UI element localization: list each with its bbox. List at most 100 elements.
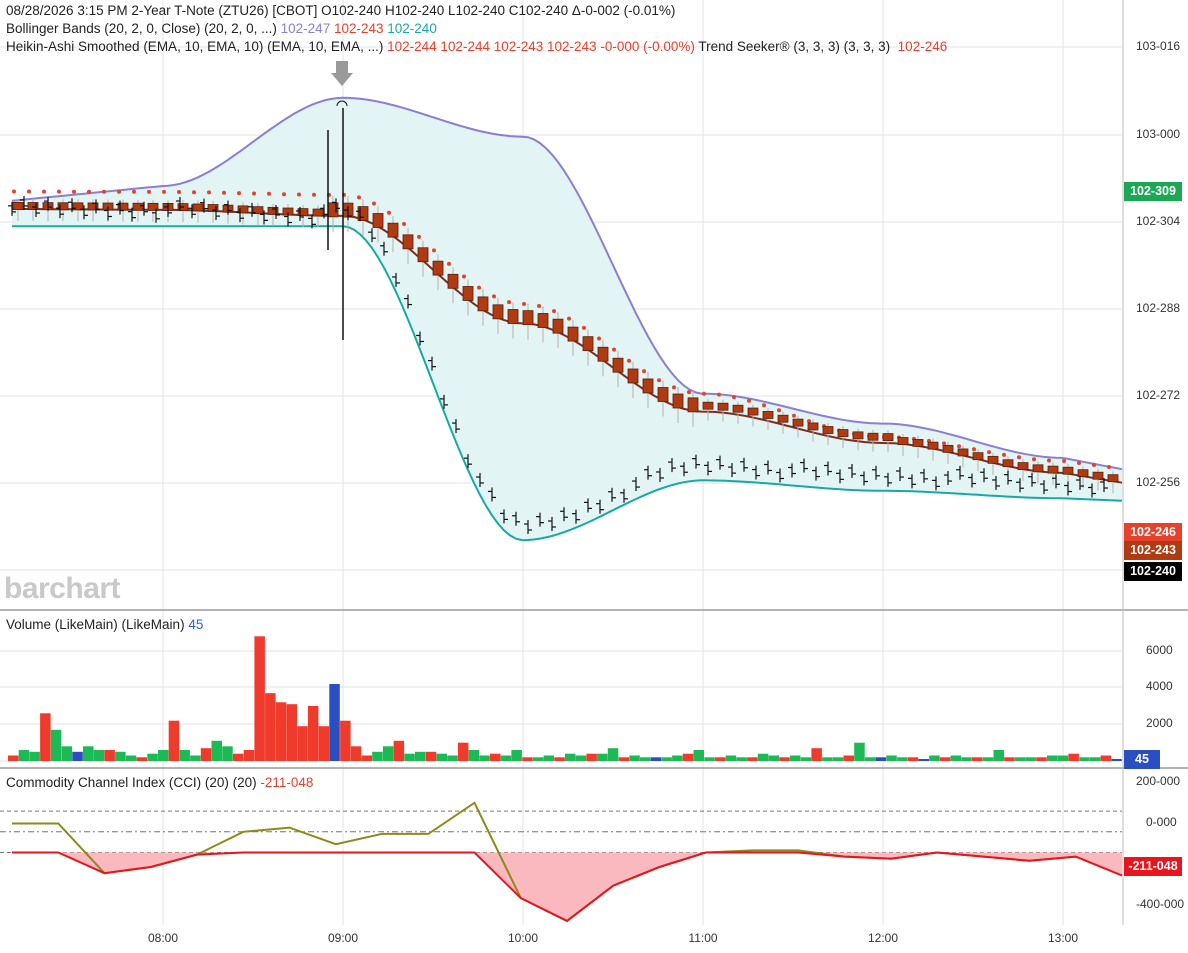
volume-bar: [897, 757, 908, 761]
volume-bar: [747, 757, 758, 761]
price-tick: 102-304: [1136, 214, 1181, 228]
trend-seeker-dot: [402, 222, 406, 226]
volume-bar: [382, 746, 394, 761]
trend-seeker-dot: [672, 385, 676, 390]
trend-seeker-dot: [567, 316, 571, 321]
volume-bar: [554, 757, 565, 761]
volume-bar: [93, 750, 105, 761]
volume-bar: [136, 757, 147, 761]
volume-bar: [757, 753, 769, 761]
volume-bar: [725, 755, 737, 761]
volume-bar: [650, 757, 662, 761]
ha-candle: [552, 318, 564, 334]
volume-bar: [436, 753, 447, 761]
trend-seeker-dot: [1092, 463, 1096, 467]
trend-seeker-dot: [702, 391, 706, 396]
volume-bar: [500, 755, 512, 761]
volume-bar: [297, 726, 308, 761]
trend-seeker-dot: [162, 189, 166, 194]
ha-candle: [537, 313, 549, 328]
volume-bar: [200, 748, 212, 761]
volume-bar: [479, 755, 490, 761]
volume-bar: [490, 753, 501, 761]
ha-candle: [507, 309, 519, 324]
trend-seeker-dot: [132, 189, 136, 194]
volume-bar: [425, 751, 437, 761]
bollinger-upper-line: [11, 96, 1123, 471]
volume-bar: [8, 755, 19, 761]
volume-bar: [511, 750, 522, 761]
trend-seeker-dot: [357, 195, 361, 200]
trend-seeker-dot: [747, 398, 751, 403]
volume-bar: [704, 757, 715, 761]
volume-bar: [1047, 755, 1058, 761]
volume-bar: [875, 757, 887, 761]
volume-bar: [693, 750, 704, 761]
volume-bar: [415, 751, 426, 761]
volume-bar: [1057, 755, 1069, 761]
ha-candle: [897, 437, 909, 445]
time-tick: 08:00: [147, 931, 179, 945]
ha-candle: [717, 402, 729, 411]
volume-bar: [993, 750, 1004, 761]
ha-candle: [927, 441, 939, 450]
ha-candle: [702, 401, 714, 410]
volume-bar: [50, 729, 62, 761]
volume-bar: [982, 757, 994, 761]
trend-seeker-dot: [657, 378, 661, 383]
ha-candle: [432, 260, 444, 276]
volume-tick: 6000: [1146, 643, 1173, 657]
volume-bar: [179, 750, 190, 761]
volume-bar: [115, 751, 126, 761]
trend-seeker-dot: [987, 450, 991, 455]
volume-bar: [147, 753, 158, 761]
trend-seeker-dot: [687, 390, 691, 395]
volume-bar: [265, 693, 276, 761]
trend-seeker-dot: [957, 444, 961, 449]
ha-candle: [237, 205, 249, 214]
trend-seeker-dot: [1032, 457, 1036, 462]
trend-seeker-dot: [237, 191, 241, 196]
cci-value: -211-048: [260, 775, 314, 790]
volume-bar: [886, 755, 897, 761]
trend-seeker-dot: [1077, 461, 1081, 465]
volume-bar: [950, 755, 962, 761]
trend-seeker-dot: [102, 189, 106, 194]
volume-bar: [661, 757, 672, 761]
volume-bar: [854, 742, 865, 761]
price-tag-brown: 102-243: [1124, 541, 1182, 560]
ha-candle: [732, 404, 744, 413]
volume-bar: [1079, 757, 1090, 761]
volume-bar: [522, 757, 533, 761]
ha-candle: [1002, 459, 1014, 468]
time-tick: 10:00: [507, 931, 539, 945]
trend-seeker-dot: [1107, 465, 1111, 469]
cci-tag: -211-048: [1124, 857, 1182, 876]
trend-seeker-dot: [642, 369, 646, 374]
ha-candle: [297, 208, 309, 217]
volume-bar: [361, 755, 372, 761]
trend-seeker-dot: [942, 441, 946, 446]
volume-bar: [275, 702, 287, 761]
volume-bar: [682, 753, 694, 761]
volume-bar: [565, 753, 576, 761]
ha-candle: [252, 206, 264, 215]
ha-candle: [192, 203, 204, 212]
volume-tag: 45: [1124, 750, 1160, 769]
ha-candle: [957, 448, 969, 457]
volume-bar: [800, 757, 812, 761]
volume-bar: [843, 755, 854, 761]
trend-seeker-dot: [792, 413, 796, 418]
trend-seeker-dot: [552, 309, 556, 314]
trend-seeker-dot: [462, 274, 466, 279]
volume-bar: [1014, 757, 1026, 761]
ha-candle: [447, 273, 459, 289]
trend-seeker-dot: [417, 234, 421, 239]
ha-candle: [1092, 471, 1104, 480]
ha-candle: [822, 426, 834, 434]
ha-candle: [477, 296, 489, 312]
volume-bar: [640, 757, 651, 761]
ha-candle: [147, 202, 159, 211]
volume-bar: [40, 713, 51, 761]
volume-bar: [1100, 755, 1112, 761]
